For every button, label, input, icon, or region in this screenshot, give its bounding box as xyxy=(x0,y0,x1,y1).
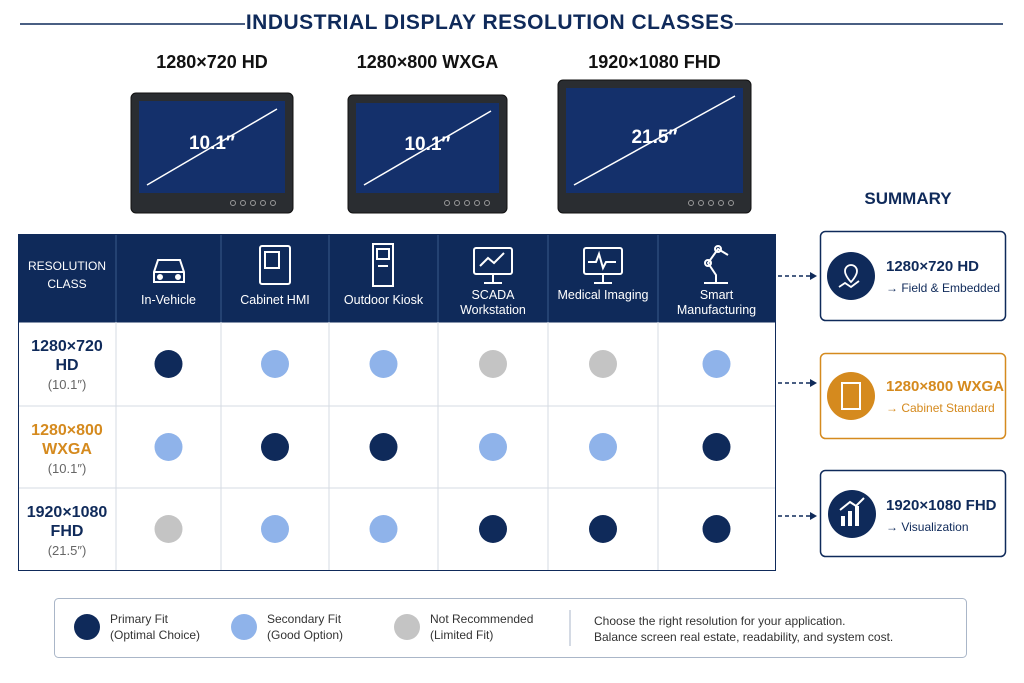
summary-item-detail: → Visualization xyxy=(886,520,969,534)
fit-dot xyxy=(261,350,289,378)
summary-item-detail: → Field & Embedded xyxy=(886,281,1001,295)
row-class: HD xyxy=(55,357,79,374)
legend-dot xyxy=(394,614,420,640)
fit-dot xyxy=(479,433,507,461)
column-icons xyxy=(153,243,729,287)
row-class: FHD xyxy=(50,523,84,540)
column-header: Outdoor Kiosk xyxy=(343,293,424,307)
legend-box xyxy=(54,598,967,658)
summary-icon-glyph xyxy=(841,382,861,410)
row-size: (21.5″) xyxy=(47,543,87,558)
monitor-button xyxy=(240,200,246,206)
legend-name: Not Recommended xyxy=(430,612,534,626)
screen-size: 21.5″ xyxy=(631,126,678,148)
monitor-button xyxy=(464,200,470,206)
summary-icon-glyph xyxy=(838,264,860,289)
diagonal-arrow xyxy=(363,110,492,186)
summary-item-title: 1280×800 WXGA xyxy=(886,378,1004,395)
summary-box xyxy=(819,230,1007,322)
display-label: 1280×800 WXGA xyxy=(356,52,499,72)
display-label: 1280×720 HD xyxy=(156,52,268,72)
diagonal-arrow xyxy=(146,108,278,186)
row-size: (10.1″) xyxy=(47,461,87,476)
fit-dot xyxy=(369,515,398,543)
fit-dot xyxy=(479,350,507,378)
column-header: Medical Imaging xyxy=(557,288,649,302)
summary-box xyxy=(819,469,1007,558)
fit-dot xyxy=(589,515,617,543)
summary-box xyxy=(819,352,1007,440)
summary-connectors xyxy=(778,275,810,517)
summary-icon xyxy=(827,372,875,420)
row-size: (10.1″) xyxy=(47,377,87,392)
table-grid xyxy=(19,322,775,570)
fit-dot xyxy=(369,433,398,461)
column-header: SCADA Workstation xyxy=(460,288,526,317)
fit-dot xyxy=(702,350,731,378)
legend-note: Choose the right resolution for your app… xyxy=(594,614,846,628)
monitor-button xyxy=(728,200,734,206)
column-header: In-Vehicle xyxy=(141,293,196,307)
summary-icon-glyph xyxy=(839,497,865,526)
monitor-button xyxy=(708,200,714,206)
row-resolution: 1280×720 xyxy=(31,338,103,355)
screen-size: 10.1″ xyxy=(188,133,236,154)
legend-name: Secondary Fit xyxy=(267,612,342,626)
fit-dot xyxy=(702,433,731,461)
legend-detail: (Good Option) xyxy=(267,628,344,642)
monitor-button xyxy=(250,200,256,206)
fit-dot xyxy=(479,515,507,543)
summary-item-detail: → Cabinet Standard xyxy=(886,401,995,415)
monitor-button xyxy=(444,200,450,206)
column-header: Smart Manufacturing xyxy=(676,288,757,317)
legend-name: Primary Fit xyxy=(110,612,168,626)
monitor-button xyxy=(454,200,460,206)
monitor-button xyxy=(718,200,724,206)
corner-header: RESOLUTION CLASS xyxy=(27,259,106,291)
header-dividers xyxy=(115,235,659,322)
monitor-button xyxy=(270,200,276,206)
legend-dot xyxy=(231,614,257,640)
display-label: 1920×1080 FHD xyxy=(588,52,721,72)
monitor-button xyxy=(474,200,480,206)
screen-size: 10.1″ xyxy=(404,134,451,155)
legend-note: Balance screen real estate, readability,… xyxy=(594,630,894,644)
row-class: WXGA xyxy=(42,441,92,458)
row-resolution: 1920×1080 xyxy=(26,504,108,521)
monitor-button xyxy=(260,200,266,206)
fit-dot xyxy=(154,350,183,378)
monitor-button xyxy=(484,200,490,206)
summary-icon xyxy=(827,252,875,300)
fit-dot xyxy=(154,515,183,543)
legend-detail: (Limited Fit) xyxy=(430,628,494,642)
table-header xyxy=(18,234,776,323)
monitor-button xyxy=(688,200,694,206)
title: INDUSTRIAL DISPLAY RESOLUTION CLASSES xyxy=(245,11,735,34)
legend-detail: (Optimal Choice) xyxy=(110,628,201,642)
legend-dot xyxy=(74,614,100,640)
column-header: Cabinet HMI xyxy=(240,293,310,307)
fit-dot xyxy=(589,433,617,461)
summary-item-title: 1920×1080 FHD xyxy=(886,497,997,514)
fit-dot xyxy=(702,515,731,543)
fit-dot xyxy=(261,433,289,461)
summary-title: SUMMARY xyxy=(864,189,952,208)
fit-dot xyxy=(154,433,183,461)
fit-dot xyxy=(261,515,289,543)
fit-dot xyxy=(589,350,617,378)
summary-item-title: 1280×720 HD xyxy=(886,258,979,275)
diagonal-arrow xyxy=(573,95,736,186)
monitor-button xyxy=(698,200,704,206)
connector-heads xyxy=(810,272,817,520)
monitor-button xyxy=(230,200,236,206)
fit-dot xyxy=(369,350,398,378)
row-resolution: 1280×800 xyxy=(31,422,103,439)
